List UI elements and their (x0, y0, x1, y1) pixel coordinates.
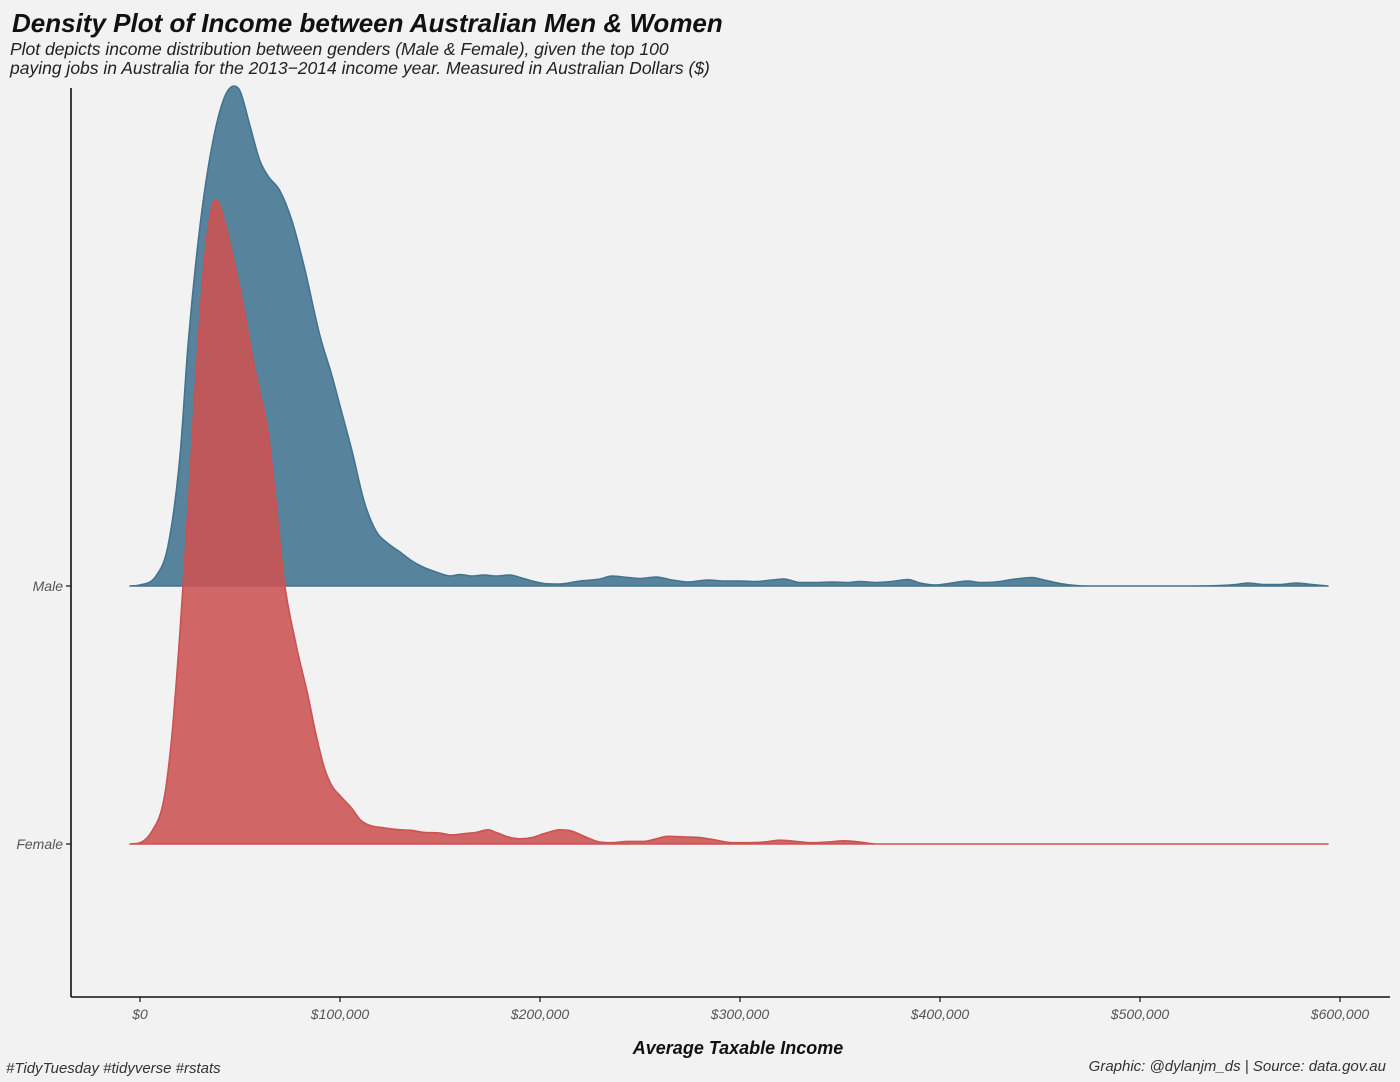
x-tick-label: $400,000 (910, 1006, 970, 1022)
x-axis-title: Average Taxable Income (632, 1038, 844, 1058)
x-tick-label: $300,000 (710, 1006, 770, 1022)
source-caption: Graphic: @dylanjm_ds | Source: data.gov.… (1088, 1058, 1386, 1075)
x-tick-label: $0 (131, 1006, 148, 1022)
x-tick-label: $100,000 (310, 1006, 370, 1022)
x-tick-label: $500,000 (1110, 1006, 1170, 1022)
y-tick-label-female: Female (16, 836, 63, 852)
chart-subtitle-line-2: paying jobs in Australia for the 2013−20… (10, 58, 710, 78)
x-tick-label: $600,000 (1310, 1006, 1370, 1022)
density-area-male (129, 85, 1329, 587)
y-tick-label-male: Male (33, 578, 64, 594)
hashtag-caption: #TidyTuesday #tidyverse #rstats (6, 1060, 221, 1077)
chart-subtitle-line-1: Plot depicts income distribution between… (10, 39, 669, 59)
chart-title: Density Plot of Income between Australia… (12, 8, 723, 38)
density-area-female (129, 199, 1329, 845)
x-tick-label: $200,000 (510, 1006, 570, 1022)
chart-subtitle: Plot depicts income distribution between… (10, 40, 710, 78)
